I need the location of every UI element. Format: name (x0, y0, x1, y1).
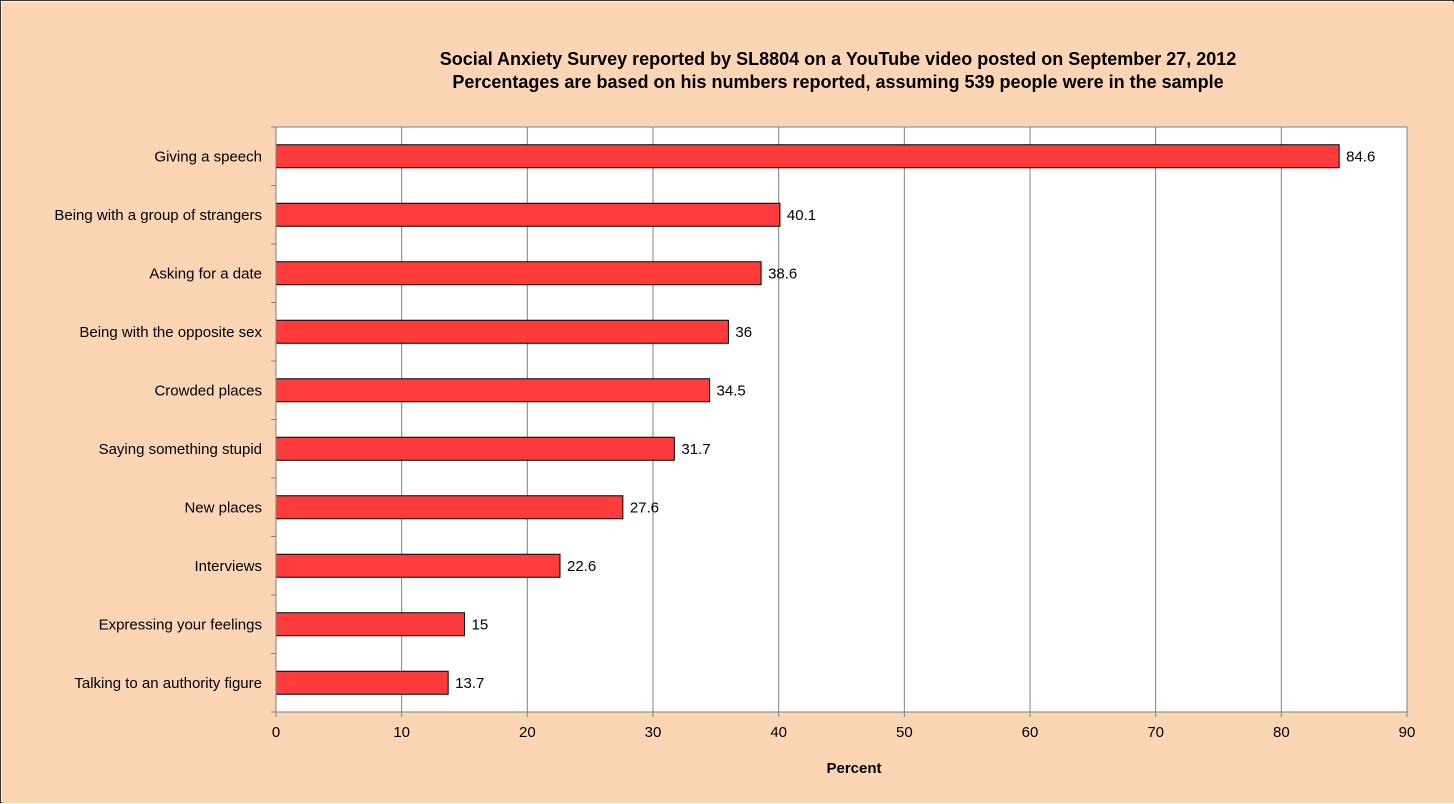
x-tick-label: 0 (272, 724, 280, 741)
category-label: Being with a group of strangers (54, 207, 262, 224)
x-tick-label: 10 (393, 724, 410, 741)
bar (275, 319, 729, 344)
category-label: Asking for a date (149, 265, 262, 282)
category-label: Talking to an authority figure (74, 675, 262, 692)
data-label: 38.6 (768, 265, 797, 282)
x-tick-label: 30 (645, 724, 662, 741)
x-tick-label: 80 (1273, 724, 1290, 741)
data-label: 27.6 (630, 499, 659, 516)
bar (275, 144, 1340, 169)
x-tick-label: 60 (1022, 724, 1039, 741)
data-label: 84.6 (1346, 148, 1375, 165)
category-label: Crowded places (154, 382, 262, 399)
bars (275, 144, 1340, 695)
x-axis-ticks: 0 10 20 30 40 50 60 70 80 90 (271, 126, 1416, 741)
bar (275, 495, 624, 520)
category-labels: Giving a speech Being with a group of str… (54, 148, 262, 692)
data-labels: 84.6 40.1 38.6 36 34.5 31.7 27.6 22.6 15 13.7 (455, 148, 1375, 692)
chart-title-line-1: Social Anxiety Survey reported by SL8804… (440, 49, 1237, 69)
x-tick-label: 70 (1147, 724, 1164, 741)
data-label: 34.5 (717, 382, 746, 399)
category-label: Expressing your feelings (99, 616, 262, 633)
x-tick-label: 20 (519, 724, 536, 741)
x-tick-label: 90 (1399, 724, 1416, 741)
data-label: 22.6 (567, 558, 596, 575)
bar (275, 261, 762, 286)
bar (275, 553, 561, 578)
data-label: 36 (735, 324, 752, 341)
category-label: New places (184, 499, 262, 516)
bar (275, 612, 465, 637)
x-axis-title: Percent (826, 760, 881, 777)
category-label: Saying something stupid (99, 441, 262, 458)
category-label: Interviews (194, 558, 262, 575)
x-tick-label: 40 (770, 724, 787, 741)
category-label: Giving a speech (154, 148, 262, 165)
gridlines (401, 127, 1282, 712)
bar (275, 670, 449, 695)
bar (275, 378, 711, 403)
bar (275, 436, 675, 461)
data-label: 40.1 (787, 207, 816, 224)
data-label: 31.7 (681, 441, 710, 458)
x-tick-label: 50 (896, 724, 913, 741)
chart-title-line-2: Percentages are based on his numbers rep… (452, 72, 1223, 92)
plot-border (275, 126, 1408, 713)
data-label: 13.7 (455, 675, 484, 692)
category-label: Being with the opposite sex (79, 324, 262, 341)
data-label: 15 (472, 616, 489, 633)
bar (275, 202, 781, 227)
